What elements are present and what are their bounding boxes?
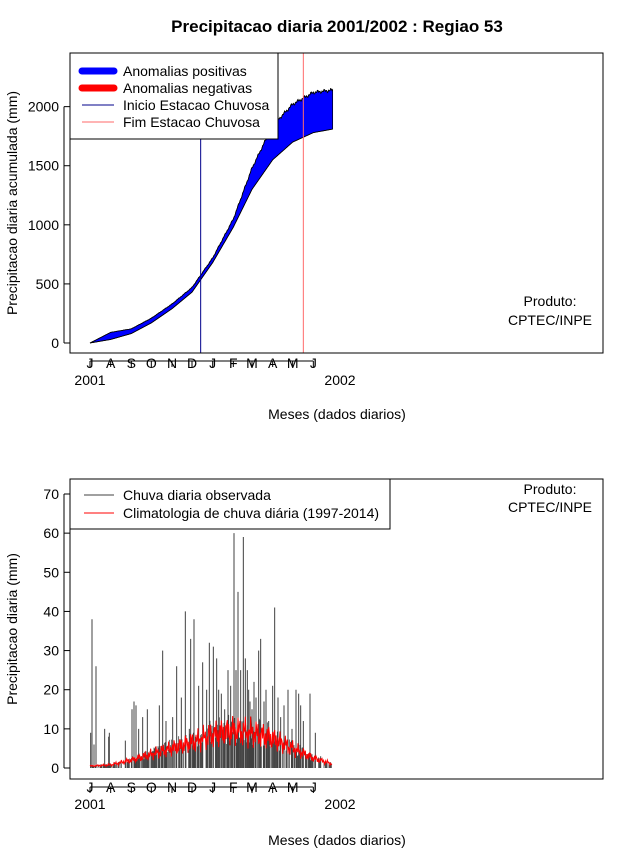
bottom-x-axis-label: Meses (dados diarios) [268,832,406,848]
bottom-legend: Chuva diaria observada Climatologia de c… [69,478,391,530]
top-y-axis: 0 500 1000 1500 2000 [28,99,70,351]
climatology-daily-line [89,715,333,768]
top-plot-frame [69,52,604,354]
top-x-axis-label: Meses (dados diarios) [268,406,406,422]
top-x-tick-label: M [246,355,258,371]
top-x-tick-label: N [167,355,177,371]
top-x-tick-label: J [209,355,216,371]
bottom-y-axis: 0 10 20 30 40 50 60 70 [43,486,70,776]
top-legend: Anomalias positivas Anomalias negativas … [69,52,279,140]
top-product-line-2: CPTEC/INPE [508,312,592,328]
bottom-y-tick-label: 30 [43,643,59,659]
bottom-legend-box [69,478,391,530]
legend-label-negative: Anomalias negativas [123,80,252,96]
chart-title: Precipitacao diaria 2001/2002 : Regiao 5… [171,17,503,36]
legend-label-positive: Anomalias positivas [123,63,247,79]
top-x-tick-label: D [187,355,197,371]
legend-label-start: Inicio Estacao Chuvosa [123,97,270,113]
bottom-year-label-2002: 2002 [324,796,355,812]
bottom-product-line-1: Produto: [524,481,577,497]
top-year-label-2002: 2002 [324,372,355,388]
bottom-y-tick-label: 50 [43,564,59,580]
top-legend-box [69,52,279,140]
bottom-y-tick-label: 60 [43,525,59,541]
bottom-product-line-2: CPTEC/INPE [508,499,592,515]
observed-accumulated-line [89,87,333,344]
bottom-y-tick-label: 40 [43,603,59,619]
legend-label-climatology: Climatologia de chuva diária (1997-2014) [123,505,379,521]
legend-label-end: Fim Estacao Chuvosa [123,114,260,130]
bottom-y-tick-label: 20 [43,682,59,698]
top-y-tick-label: 1000 [28,217,59,233]
bottom-marks [89,533,333,768]
top-y-tick-label: 500 [36,276,60,292]
top-x-tick-label: S [127,355,136,371]
top-product-line-1: Produto: [524,293,577,309]
top-y-tick-label: 1500 [28,158,59,174]
bottom-year-label-2001: 2001 [74,796,105,812]
bottom-y-tick-label: 10 [43,721,59,737]
bottom-y-tick-label: 70 [43,486,59,502]
top-x-tick-label: J [87,355,94,371]
bottom-y-tick-label: 0 [51,760,59,776]
top-x-tick-label: A [268,355,278,371]
top-x-tick-label: O [146,355,157,371]
top-year-label-2001: 2001 [74,372,105,388]
top-x-tick-label: M [287,355,299,371]
top-y-tick-label: 2000 [28,99,59,115]
top-x-tick-label: F [229,355,238,371]
climatology-accumulated-line [89,128,333,344]
top-y-tick-label: 0 [51,335,59,351]
bottom-y-axis-label: Precipitacao diaria (mm) [4,553,20,705]
legend-label-observed: Chuva diaria observada [123,487,271,503]
top-y-axis-label: Precipitacao diaria acumulada (mm) [4,91,20,315]
top-x-tick-label: J [310,355,317,371]
top-x-tick-label: A [106,355,116,371]
